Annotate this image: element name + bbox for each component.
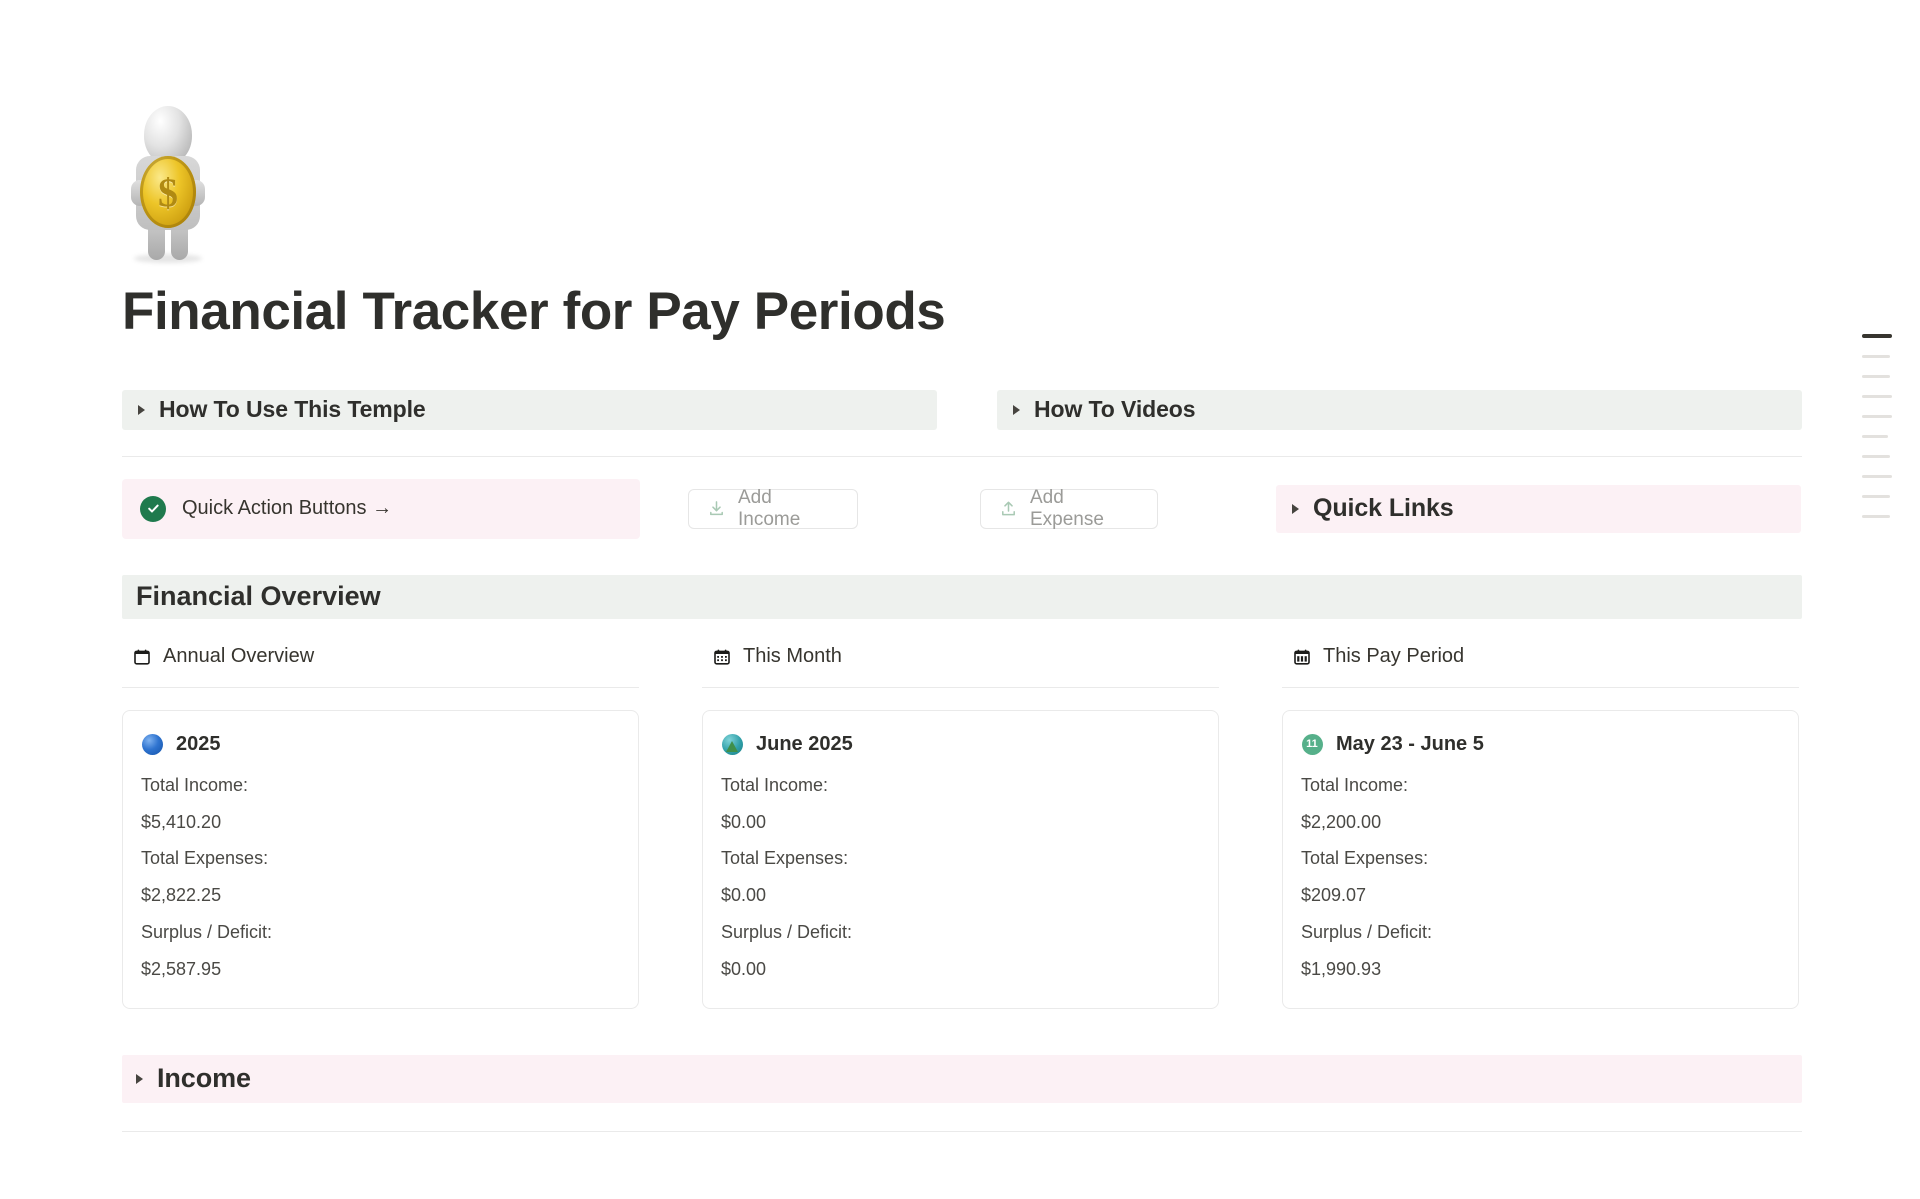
upload-tray-icon <box>999 499 1018 518</box>
financial-overview-header: Financial Overview <box>122 574 1802 619</box>
blue-circle-icon <box>141 733 163 755</box>
total-expenses-label: Total Expenses: <box>141 848 269 869</box>
surplus-deficit-value: $2,587.95 <box>141 959 222 980</box>
footer-divider <box>122 1130 1802 1132</box>
toggle-income-label: Income <box>157 1063 251 1094</box>
total-income-label: Total Income: <box>141 774 249 795</box>
column-header: Annual Overview <box>122 637 639 677</box>
dollar-coin-icon: $ <box>140 156 196 228</box>
surplus-deficit-value: $1,990.93 <box>1301 959 1382 980</box>
card-this-month[interactable]: June 2025 Total Income: $0.00 Total Expe… <box>702 709 1219 1009</box>
number-badge-icon: 11 <box>1301 733 1323 755</box>
calendar-icon <box>133 648 151 666</box>
toc-minimap-item[interactable] <box>1862 435 1888 438</box>
card-annual[interactable]: 2025 Total Income: $5,410.20 Total Expen… <box>122 709 639 1009</box>
toggle-quick-links[interactable]: Quick Links <box>1276 484 1801 533</box>
quick-action-row: Quick Action Buttons → Add Income <box>122 478 1802 539</box>
page-title[interactable]: Financial Tracker for Pay Periods <box>122 282 946 341</box>
total-income-label: Total Income: <box>721 774 829 795</box>
toc-minimap-item[interactable] <box>1862 475 1892 478</box>
column-rule <box>1282 686 1799 688</box>
total-income-value: $2,200.00 <box>1301 811 1382 832</box>
card-pay-period[interactable]: 11 May 23 - June 5 Total Income: $2,200.… <box>1282 709 1799 1009</box>
toggle-how-to-videos-label: How To Videos <box>1034 396 1196 423</box>
surplus-deficit-label: Surplus / Deficit: <box>1301 922 1433 943</box>
column-header-label: Annual Overview <box>163 645 315 668</box>
toc-minimap-item[interactable] <box>1862 375 1890 378</box>
icon-head <box>144 106 192 164</box>
column-annual-overview: Annual Overview 2025 Total Income: $5,41… <box>122 637 639 1009</box>
surplus-deficit-label: Surplus / Deficit: <box>721 922 853 943</box>
card-title: 2025 <box>176 732 221 755</box>
toc-minimap-item[interactable] <box>1862 455 1890 458</box>
add-expense-button[interactable]: Add Expense <box>980 486 1158 530</box>
card-title-row: June 2025 <box>721 733 1200 756</box>
column-rule <box>702 686 1219 688</box>
divider <box>122 455 1802 457</box>
card-title: May 23 - June 5 <box>1336 732 1484 755</box>
download-tray-icon <box>707 499 726 518</box>
toc-minimap-item[interactable] <box>1862 495 1890 498</box>
calendar-range-icon <box>1293 648 1311 666</box>
toc-minimap-item[interactable] <box>1862 415 1892 418</box>
badge-number: 11 <box>1301 733 1323 755</box>
toggle-quick-links-label: Quick Links <box>1313 494 1454 523</box>
column-header-label: This Pay Period <box>1323 645 1465 668</box>
card-title: June 2025 <box>756 732 853 755</box>
surplus-deficit-value: $0.00 <box>721 959 767 980</box>
card-title-row: 11 May 23 - June 5 <box>1301 733 1780 756</box>
chevron-right-icon[interactable] <box>1013 404 1020 415</box>
toc-minimap-item[interactable] <box>1862 334 1892 338</box>
column-header: This Month <box>702 637 1219 677</box>
total-expenses-value: $2,822.25 <box>141 885 222 906</box>
check-circle-icon <box>140 495 166 522</box>
total-income-value: $0.00 <box>721 811 767 832</box>
card-title-row: 2025 <box>141 733 620 756</box>
total-income-label: Total Income: <box>1301 774 1409 795</box>
toggle-how-to-videos[interactable]: How To Videos <box>997 389 1802 430</box>
toc-minimap-item[interactable] <box>1862 395 1892 398</box>
add-expense-label: Add Expense <box>1030 486 1104 530</box>
column-header: This Pay Period <box>1282 637 1799 677</box>
total-expenses-value: $209.07 <box>1301 885 1367 906</box>
page-content: $ Financial Tracker for Pay Periods How … <box>122 0 1802 1132</box>
column-rule <box>122 686 639 688</box>
money-character-icon[interactable]: $ <box>122 104 214 264</box>
column-this-month: This Month June 2025 Total Income: $0.00… <box>702 637 1219 1009</box>
toggle-how-to-use[interactable]: How To Use This Temple <box>122 389 937 430</box>
total-expenses-label: Total Expenses: <box>721 848 849 869</box>
total-income-value: $5,410.20 <box>141 811 222 832</box>
icon-shadow <box>134 254 202 263</box>
nature-circle-icon <box>721 733 743 755</box>
toggle-how-to-use-label: How To Use This Temple <box>159 396 426 423</box>
quick-action-callout[interactable]: Quick Action Buttons → <box>122 478 640 539</box>
top-toggle-row: How To Use This Temple How To Videos <box>122 389 1802 430</box>
total-expenses-value: $0.00 <box>721 885 767 906</box>
toc-minimap-item[interactable] <box>1862 355 1890 358</box>
chevron-right-icon[interactable] <box>138 404 145 415</box>
toc-minimap[interactable] <box>1862 334 1910 535</box>
toggle-income[interactable]: Income <box>122 1054 1802 1103</box>
surplus-deficit-label: Surplus / Deficit: <box>141 922 273 943</box>
add-income-button[interactable]: Add Income <box>688 486 858 530</box>
overview-columns: Annual Overview 2025 Total Income: $5,41… <box>122 637 1802 1009</box>
chevron-right-icon[interactable] <box>136 1073 143 1084</box>
column-header-label: This Month <box>743 645 842 668</box>
total-expenses-label: Total Expenses: <box>1301 848 1429 869</box>
toc-minimap-item[interactable] <box>1862 515 1890 518</box>
financial-overview-title: Financial Overview <box>136 581 381 612</box>
calendar-month-icon <box>713 648 731 666</box>
chevron-right-icon[interactable] <box>1292 503 1299 514</box>
quick-action-callout-label: Quick Action Buttons → <box>182 497 393 520</box>
add-income-label: Add Income <box>738 486 801 530</box>
column-this-pay-period: This Pay Period 11 May 23 - June 5 Total… <box>1282 637 1799 1009</box>
